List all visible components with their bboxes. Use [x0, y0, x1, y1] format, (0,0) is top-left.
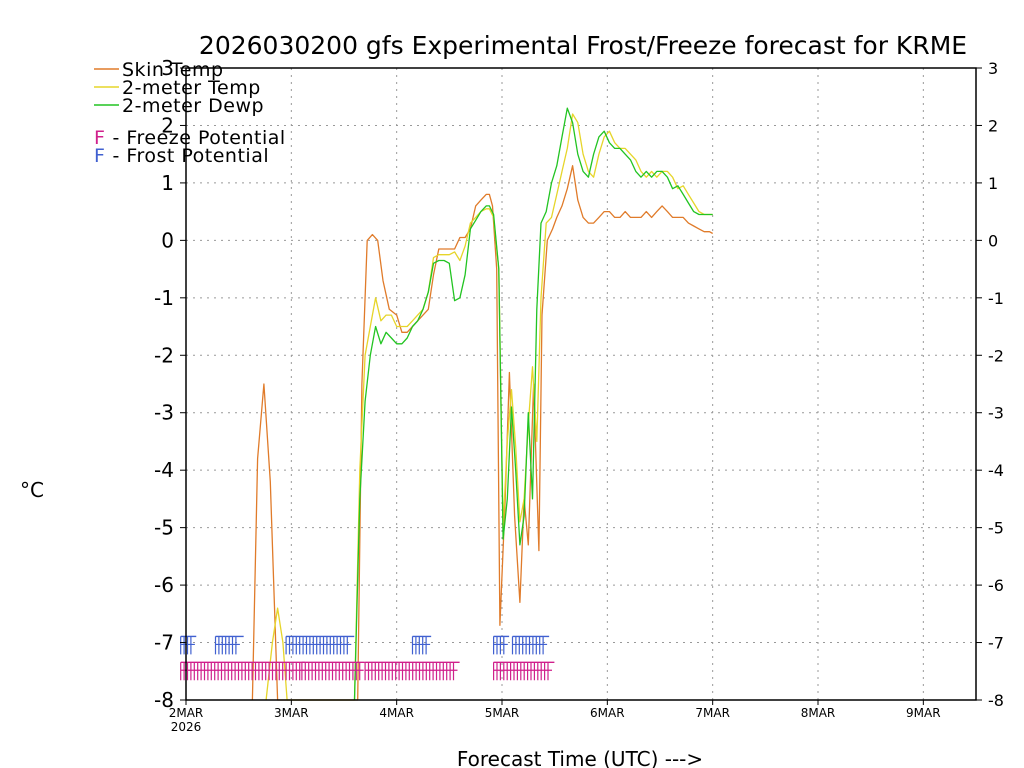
- y-tick-label-right: -3: [988, 404, 1004, 423]
- legend-label-2-meter-temp: 2-meter Temp: [122, 77, 261, 99]
- x-tick-label: 4MAR: [379, 706, 414, 720]
- marker-layer: [180, 635, 555, 681]
- y-tick-label-right: -4: [988, 461, 1004, 480]
- y-tick-label-right: 1: [988, 174, 998, 193]
- x-tick-label: 3MAR: [274, 706, 309, 720]
- chart-title: 2026030200 gfs Experimental Frost/Freeze…: [199, 31, 967, 60]
- y-tick-label-left: -8: [154, 688, 174, 712]
- y-tick-label-left: -7: [154, 631, 174, 655]
- series-line-2-meter-dewp: [353, 107, 713, 701]
- y-tick-label-right: -1: [988, 289, 1004, 308]
- y-tick-label-left: -1: [154, 286, 174, 310]
- x-tick-label: 5MAR: [485, 706, 520, 720]
- y-tick-label-left: 1: [161, 171, 174, 195]
- y-axis-label: °C: [20, 478, 44, 502]
- y-tick-label-right: -2: [988, 346, 1004, 365]
- x-tick-label: 7MAR: [695, 706, 730, 720]
- y-tick-label-right: 2: [988, 116, 998, 135]
- x-tick-label: 6MAR: [590, 706, 625, 720]
- marker-freeze-potential-glyph: [452, 662, 458, 681]
- legend-label--frost-potential: - Frost Potential: [106, 145, 269, 167]
- axis-layer: -8 -8 -7 -7 -6 -6 -5 -5 -4 -4 -3 -3 -2 -2 -1 -1 0 0 1 1 2 2 3 3…: [154, 56, 1004, 734]
- y-tick-label-right: -6: [988, 576, 1004, 595]
- series-line-2-meter-temp: [265, 113, 713, 701]
- y-tick-label-left: 3: [161, 56, 174, 80]
- series-line-skin-temp: [251, 165, 714, 701]
- x-tick-label: 8MAR: [801, 706, 836, 720]
- marker-freeze-potential-glyph: [359, 662, 364, 681]
- y-tick-label-right: -8: [988, 691, 1004, 710]
- marker-frost-potential-glyph: [190, 636, 195, 655]
- marker-frost-potential-glyph: [542, 636, 548, 655]
- y-tick-label-left: -3: [154, 401, 174, 425]
- series-layer: [251, 107, 714, 701]
- x-tick-sublabel-year: 2026: [171, 720, 202, 734]
- legend-label-2-meter-dewp: 2-meter Dewp: [122, 95, 264, 117]
- legend-symbol--frost-potential: F: [94, 145, 105, 167]
- marker-frost-potential-glyph: [346, 636, 352, 655]
- y-tick-label-left: 2: [161, 113, 174, 137]
- x-tick-label: 9MAR: [906, 706, 941, 720]
- y-tick-label-left: -2: [154, 343, 174, 367]
- legend-label-skin-temp: Skin Temp: [122, 59, 224, 81]
- marker-frost-potential-glyph: [235, 636, 240, 655]
- marker-frost-potential-glyph: [503, 636, 508, 655]
- marker-frost-potential-glyph: [425, 636, 431, 655]
- plot-frame: [185, 67, 977, 701]
- y-tick-label-left: -4: [154, 458, 174, 482]
- grid-layer: [186, 68, 976, 700]
- legend-label--freeze-potential: - Freeze Potential: [106, 127, 286, 149]
- y-tick-label-right: -5: [988, 519, 1004, 538]
- y-tick-label-right: -7: [988, 634, 1004, 653]
- y-tick-label-left: -5: [154, 516, 174, 540]
- y-tick-label-left: -6: [154, 573, 174, 597]
- x-axis-label: Forecast Time (UTC) --->: [457, 747, 703, 768]
- marker-freeze-potential-glyph: [547, 662, 552, 681]
- y-tick-label-right: 0: [988, 231, 998, 250]
- x-tick-label: 2MAR: [169, 706, 204, 720]
- legend-symbol--freeze-potential: F: [94, 127, 105, 149]
- y-tick-label-left: 0: [161, 228, 174, 252]
- y-tick-label-right: 3: [988, 59, 998, 78]
